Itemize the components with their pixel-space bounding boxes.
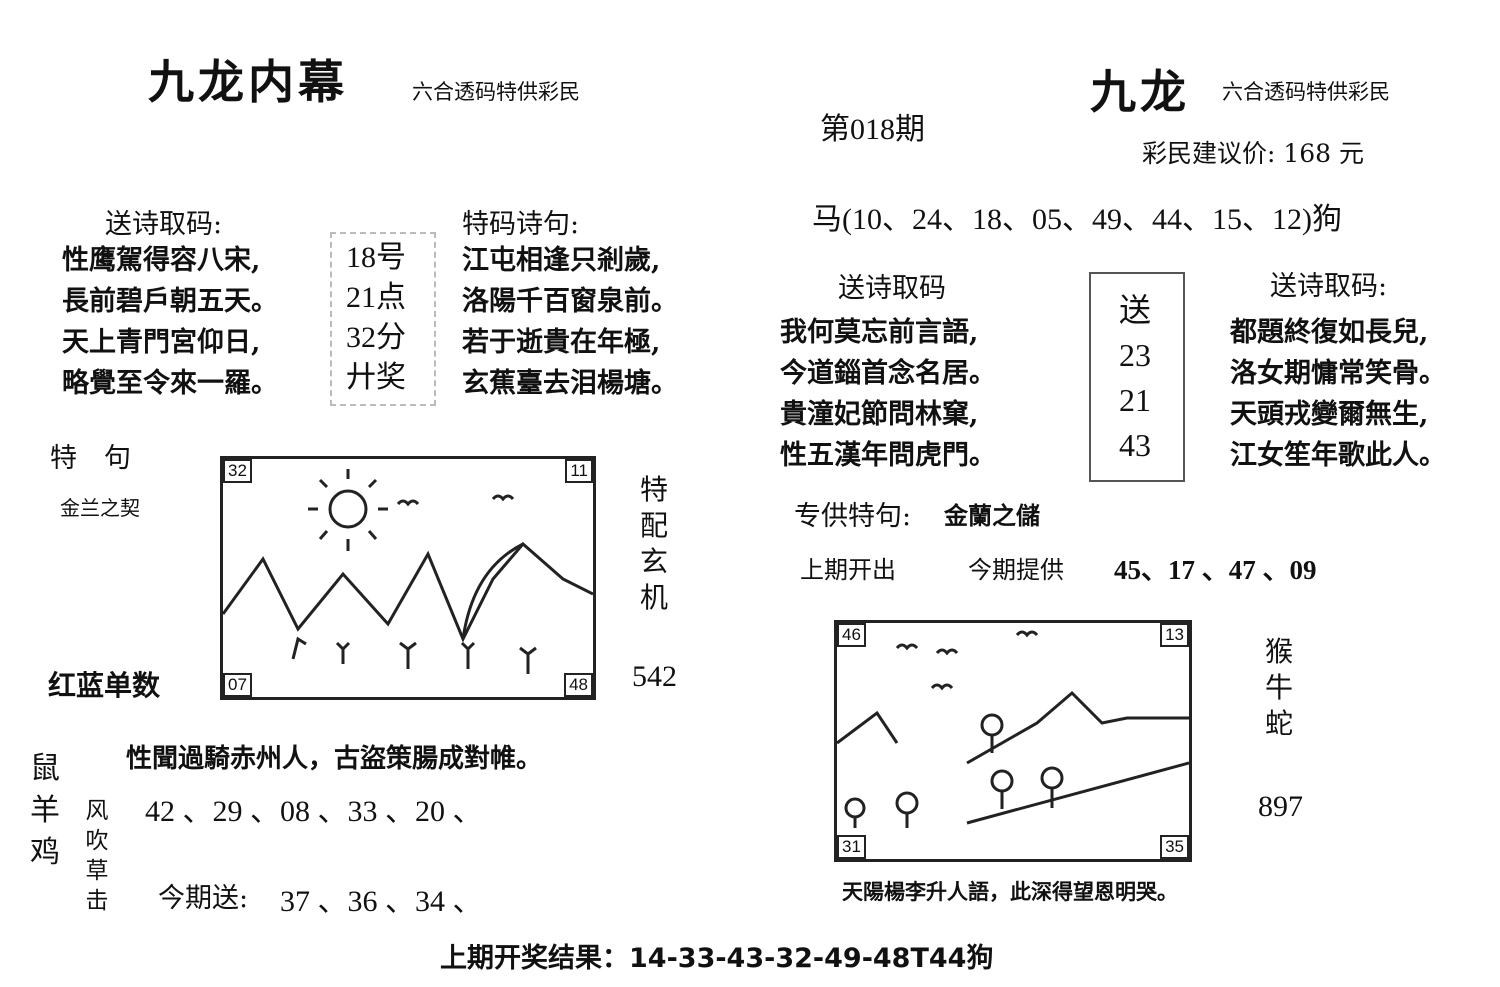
right-code-box xyxy=(1089,272,1185,482)
wind-vertical: 风吹草击 xyxy=(85,798,109,914)
poem-line: 略覺至令來一羅。 xyxy=(62,368,278,399)
special-value: 金蘭之儲 xyxy=(944,501,1040,530)
provide-numbers: 45、17 、47 、09 xyxy=(1114,555,1317,585)
poem-line: 天上青門宮仰日, xyxy=(62,327,261,358)
red-blue-value: 542 xyxy=(632,660,677,693)
box-line: 21点 xyxy=(346,281,406,314)
corner-number: 48 xyxy=(564,673,593,697)
right-title: 九龙 xyxy=(1090,65,1190,119)
send-label: 今期送: xyxy=(158,883,249,914)
poem-line: 若于逝貴在年極, xyxy=(462,327,661,358)
corner-number: 46 xyxy=(837,623,866,647)
side-vertical: 特配玄机 xyxy=(639,473,668,614)
right-animals-vertical: 猴牛蛇 xyxy=(1264,635,1293,740)
poem-line: 江女笙年歌此人。 xyxy=(1230,440,1446,471)
box-line: 21 xyxy=(1119,382,1151,418)
poem-line: 貴潼妃節問林窠, xyxy=(780,399,979,430)
poem-line: 性鹰駕得容八宋, xyxy=(62,245,261,276)
corner-number: 35 xyxy=(1160,835,1189,859)
horse-line: 马(10、24、18、05、49、44、15、12)狗 xyxy=(812,203,1342,236)
poem-line: 都題終復如長兒, xyxy=(1230,317,1429,348)
corner-number: 07 xyxy=(223,673,252,697)
provide-label: 今期提供 xyxy=(968,556,1064,584)
left-box-lines: 18号 21点 32分 廾奖 xyxy=(346,238,406,398)
corner-number: 32 xyxy=(223,459,252,483)
right-poem-heading-right: 送诗取码: xyxy=(1270,271,1388,302)
te-ju-value: 金兰之契 xyxy=(60,496,140,520)
poem-line: 玄蕉臺去泪楊塘。 xyxy=(462,368,678,399)
price: 彩民建议价: 168 元 xyxy=(1142,139,1365,168)
poem-line: 今道錙首念名居。 xyxy=(780,358,996,389)
poem-line: 長前碧戶朝五天。 xyxy=(62,286,278,317)
box-line: 18号 xyxy=(346,241,406,274)
left-bottom-poem: 性聞過騎赤州人，古盜策腸成對帷。 xyxy=(126,744,543,774)
animals-vertical: 鼠羊鸡 xyxy=(30,751,60,870)
corner-number: 13 xyxy=(1160,623,1189,647)
box-line: 送 xyxy=(1118,292,1151,328)
special-poem: 江屯相逢只剎歲, 洛陽千百窗泉前。 若于逝貴在年極, 玄蕉臺去泪楊塘。 xyxy=(462,240,678,404)
special-heading: 特码诗句: xyxy=(462,209,580,240)
send-numbers: 37 、36 、34 、 xyxy=(280,885,483,918)
left-code-box xyxy=(330,232,436,406)
poem-line: 洛陽千百窗泉前。 xyxy=(462,286,678,317)
right-sketch: 46 13 31 35 xyxy=(834,620,1192,862)
red-blue-label: 红蓝单数 xyxy=(48,669,161,702)
previous-result: 上期开奖结果：14-33-43-32-49-48T44狗 xyxy=(440,943,994,974)
right-poem-left: 我何莫忘前言語, 今道錙首念名居。 貴潼妃節問林窠, 性五漢年問虎門。 xyxy=(780,312,996,476)
corner-number: 31 xyxy=(837,835,866,859)
box-line: 23 xyxy=(1119,337,1151,373)
left-poem: 性鹰駕得容八宋, 長前碧戶朝五天。 天上青門宮仰日, 略覺至令來一羅。 xyxy=(62,240,278,404)
right-caption: 天陽楊李升人語，此深得望恩明哭。 xyxy=(842,879,1178,904)
right-poem-heading-left: 送诗取码 xyxy=(838,273,946,304)
left-poem-heading: 送诗取码: xyxy=(105,209,223,240)
poem-line: 性五漢年問虎門。 xyxy=(780,440,996,471)
issue-number: 第018期 xyxy=(820,113,925,146)
te-ju-label: 特 句 xyxy=(50,443,131,474)
right-number: 897 xyxy=(1258,790,1303,823)
poem-line: 江屯相逢只剎歲, xyxy=(462,245,661,276)
mountain-sun-drawing xyxy=(221,469,594,674)
left-title: 九龙内幕 xyxy=(148,55,348,109)
box-line: 32分 xyxy=(346,321,406,354)
right-box-lines: 送 23 21 43 xyxy=(1089,288,1181,468)
right-subtitle: 六合透码特供彩民 xyxy=(1222,80,1390,104)
poem-line: 洛女期慵常笑骨。 xyxy=(1230,358,1446,389)
poem-line: 我何莫忘前言語, xyxy=(780,317,979,348)
poem-line: 天頭戎變爾無生, xyxy=(1230,399,1429,430)
left-numbers: 42 、29 、08 、33 、20 、 xyxy=(145,795,483,828)
right-poem-right: 都題終復如長兒, 洛女期慵常笑骨。 天頭戎變爾無生, 江女笙年歌此人。 xyxy=(1230,312,1446,476)
last-label: 上期开出 xyxy=(800,556,896,584)
left-sketch: 32 11 07 48 xyxy=(220,456,596,700)
corner-number: 11 xyxy=(565,459,593,483)
left-subtitle: 六合透码特供彩民 xyxy=(412,80,580,104)
box-line: 廾奖 xyxy=(346,361,406,394)
box-line: 43 xyxy=(1119,427,1151,463)
special-label: 专供特句: xyxy=(794,501,912,532)
mountain-tree-drawing xyxy=(836,630,1190,828)
